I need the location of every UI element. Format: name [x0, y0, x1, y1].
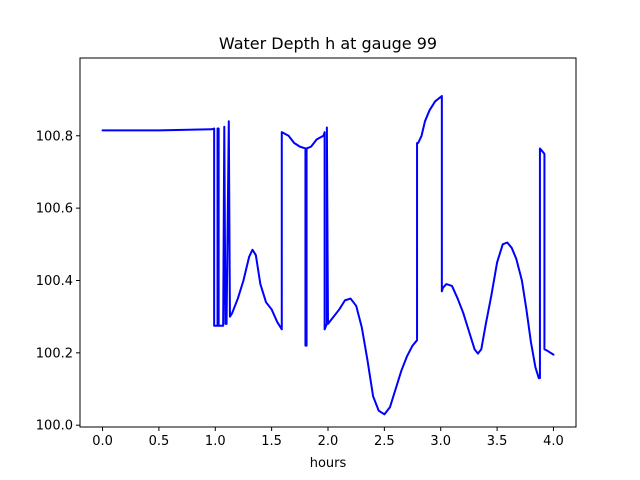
y-tick-label: 100.4: [36, 274, 73, 289]
y-tick-label: 100.0: [36, 419, 73, 434]
x-tick-label: 2.0: [318, 434, 339, 449]
y-tick-label: 100.6: [36, 202, 73, 217]
x-tick-label: 0.5: [149, 434, 170, 449]
x-tick-label: 3.0: [430, 434, 451, 449]
series-line-0: [101, 94, 555, 416]
chart-title: Water Depth h at gauge 99: [219, 34, 437, 53]
x-tick-label: 0.0: [92, 434, 113, 449]
x-tick-label: 1.5: [261, 434, 282, 449]
y-tick-label: 100.8: [36, 129, 73, 144]
x-tick-label: 2.5: [374, 434, 395, 449]
x-tick-label: 3.5: [487, 434, 508, 449]
x-tick-label: 1.0: [205, 434, 226, 449]
x-tick-label: 4.0: [543, 434, 564, 449]
y-tick-label: 100.2: [36, 346, 73, 361]
x-axis-label: hours: [310, 456, 347, 471]
